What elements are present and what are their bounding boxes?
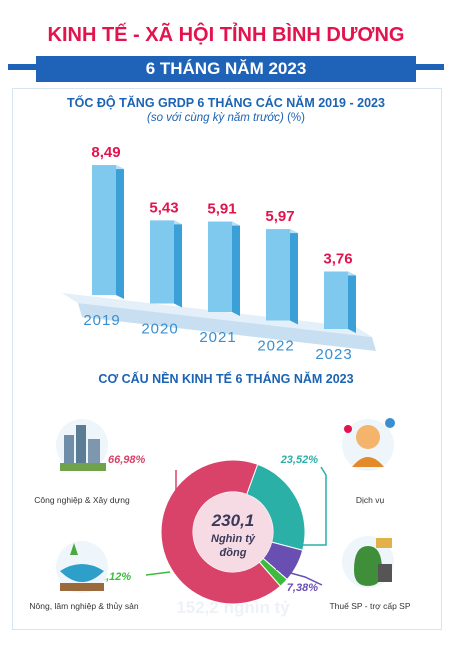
bar-value-2019: 8,49 — [91, 144, 120, 161]
soil-icon — [60, 583, 104, 591]
bar-category-2021: 2021 — [199, 329, 236, 346]
chart-floor-top — [62, 293, 372, 337]
slice-caption-1: Dịch vụ — [356, 495, 385, 505]
sector-icon-1 — [342, 418, 395, 471]
bar-chart-subtitle-note: (so với cùng kỳ năm trước) — [147, 112, 284, 124]
bar-value-2021: 5,91 — [207, 201, 236, 218]
leaf-icon — [70, 543, 78, 555]
band-decor-right — [416, 64, 444, 70]
center-value: 230,1 — [211, 511, 255, 530]
slice-caption-3: Nông, lâm nghiệp & thủy sản — [29, 601, 138, 611]
center-unit-2: đồng — [220, 547, 247, 559]
calculator-icon — [378, 564, 392, 582]
bar-front-2023 — [324, 271, 348, 329]
slice-caption-0: Công nghiệp & Xây dựng — [34, 495, 130, 505]
gear-icon — [385, 418, 395, 428]
bar-front-2021 — [208, 221, 232, 312]
sector-icon-2 — [342, 536, 394, 588]
bar-2019 — [92, 165, 124, 299]
pie-chart-title: CƠ CẤU NỀN KINH TẾ 6 THÁNG NĂM 2023 — [98, 372, 354, 386]
slice-label-0: 66,98% — [108, 454, 146, 466]
slice-label-3: 2,12% — [99, 571, 131, 583]
bar-category-2022: 2022 — [257, 338, 294, 355]
leader-line-2 — [275, 568, 323, 586]
slice-caption-2: Thuế SP - trợ cấp SP — [329, 601, 410, 611]
ghost-total-text: 152,2 nghìn tỷ — [176, 598, 290, 617]
bar-front-2022 — [266, 229, 290, 321]
bar-chart-subtitle: (so với cùng kỳ năm trước) (%) — [0, 112, 452, 124]
person-body-icon — [352, 457, 384, 467]
person-head-icon — [356, 425, 380, 449]
factory-icon — [88, 439, 100, 465]
slice-label-2: 7,38% — [287, 582, 318, 594]
banknote-icon — [376, 538, 392, 548]
building-icon — [64, 435, 74, 465]
bar-category-2019: 2019 — [83, 312, 120, 329]
sector-icon-3 — [56, 541, 108, 593]
leader-line-1 — [296, 466, 327, 546]
bar-value-2023: 3,76 — [323, 250, 352, 267]
bar-2021 — [208, 221, 240, 316]
center-unit: Nghìn tỷ — [211, 533, 256, 545]
money-bag-icon — [354, 546, 382, 586]
bar-side-2019 — [116, 165, 124, 299]
bar-category-2020: 2020 — [141, 321, 178, 338]
bar-front-2019 — [92, 165, 116, 295]
bar-side-2022 — [290, 229, 298, 325]
bar-2023 — [324, 271, 356, 333]
donut-hole — [193, 492, 273, 572]
bar-2020 — [150, 220, 182, 308]
bar-category-2023: 2023 — [315, 346, 352, 363]
page-subtitle: 6 THÁNG NĂM 2023 — [36, 56, 416, 82]
economy-structure-chart: 152,2 nghìn tỷ 230,1 Nghìn tỷ đồng 66,98% Côn… — [29, 418, 411, 617]
fish-icon — [60, 564, 104, 582]
leader-line-3 — [145, 571, 171, 576]
bar-side-2023 — [348, 271, 356, 333]
sector-icon-0 — [56, 419, 108, 471]
bar-chart-title: TỐC ĐỘ TĂNG GRDP 6 THÁNG CÁC NĂM 2019 - … — [67, 96, 385, 110]
building-icon — [76, 425, 86, 465]
leader-line-0 — [175, 470, 184, 504]
bar-value-2022: 5,97 — [265, 208, 294, 225]
ground-icon — [60, 463, 106, 471]
chart-floor — [78, 303, 376, 351]
bar-side-2020 — [174, 220, 182, 308]
bar-2022 — [266, 229, 298, 325]
page-title: KINH TẾ - XÃ HỘI TỈNH BÌNH DƯƠNG — [47, 24, 405, 46]
bar-front-2020 — [150, 220, 174, 304]
bar-chart-subtitle-unit: (%) — [283, 112, 305, 124]
band-decor-left — [8, 64, 36, 70]
bar-side-2021 — [232, 221, 240, 316]
bar-value-2020: 5,43 — [149, 199, 178, 216]
header: KINH TẾ - XÃ HỘI TỈNH BÌNH DƯƠNG 6 THÁNG… — [0, 0, 452, 90]
grdp-bar-chart: 8,49 2019 5,43 2020 5,91 2021 5,97 2022 3,76 2023 — [62, 144, 376, 363]
slice-label-1: 23,52% — [280, 454, 319, 466]
gear-icon — [344, 425, 352, 433]
